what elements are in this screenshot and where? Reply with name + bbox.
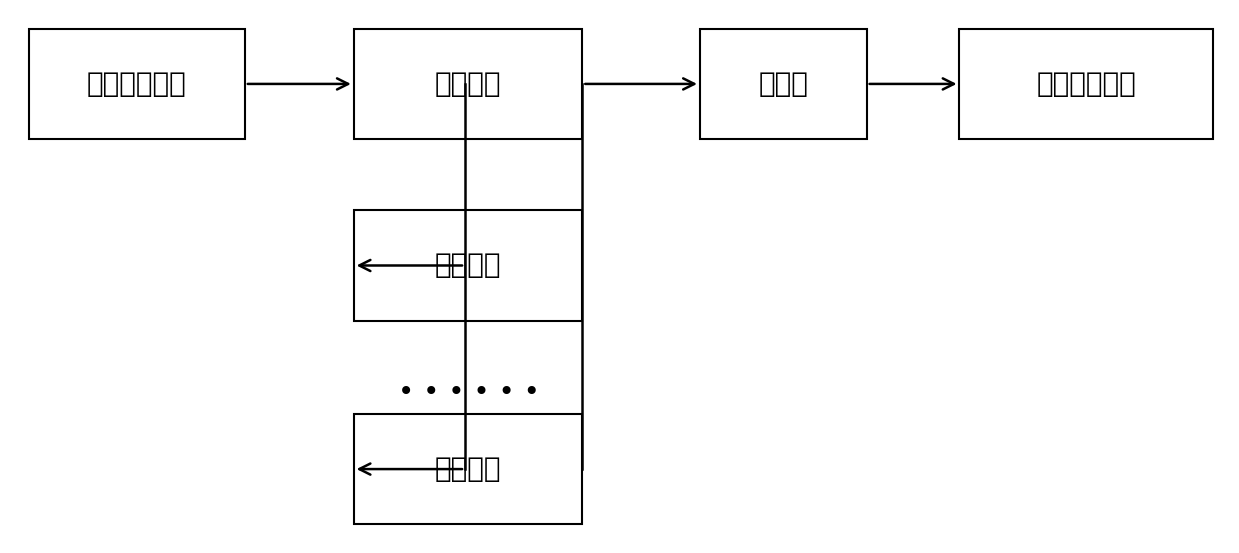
Text: 信号采集模块: 信号采集模块: [1036, 70, 1136, 98]
Text: 直流稳压模块: 直流稳压模块: [87, 70, 187, 98]
Text: 测量模块: 测量模块: [435, 455, 502, 483]
Bar: [959, 29, 1213, 139]
Text: • • • • • •: • • • • • •: [398, 378, 540, 406]
Bar: [353, 414, 582, 524]
Bar: [28, 29, 245, 139]
Bar: [353, 29, 582, 139]
Text: 测量模块: 测量模块: [435, 252, 502, 279]
Text: 测量模块: 测量模块: [435, 70, 502, 98]
Text: 加法器: 加法器: [758, 70, 808, 98]
Bar: [353, 211, 582, 321]
Bar: [700, 29, 867, 139]
